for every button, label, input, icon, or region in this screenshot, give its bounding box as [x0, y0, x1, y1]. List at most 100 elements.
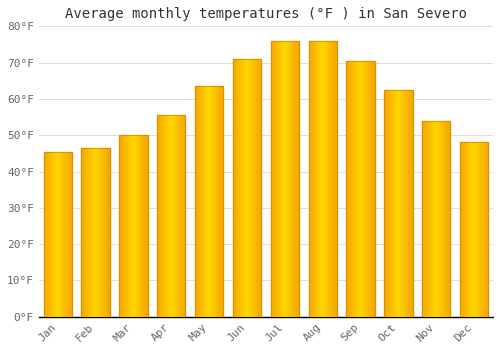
Bar	[406, 90, 407, 317]
Bar	[56, 152, 58, 317]
Bar	[257, 59, 258, 317]
Bar	[396, 90, 397, 317]
Bar	[360, 61, 362, 317]
Bar	[157, 115, 158, 317]
Bar	[372, 61, 374, 317]
Bar	[270, 41, 272, 317]
Bar	[332, 41, 334, 317]
Bar	[438, 121, 439, 317]
Bar	[102, 148, 104, 317]
Bar	[474, 142, 476, 317]
Bar	[370, 61, 372, 317]
Bar	[368, 61, 369, 317]
Bar	[434, 121, 435, 317]
Bar	[290, 41, 292, 317]
Bar	[108, 148, 110, 317]
Bar	[140, 135, 142, 317]
Bar	[272, 41, 274, 317]
Bar	[132, 135, 134, 317]
Bar	[238, 59, 240, 317]
Bar	[407, 90, 408, 317]
Bar	[65, 152, 66, 317]
Bar	[348, 61, 349, 317]
Bar	[468, 142, 470, 317]
Bar	[275, 41, 276, 317]
Bar	[87, 148, 88, 317]
Bar	[46, 152, 48, 317]
Bar	[436, 121, 438, 317]
Bar	[358, 61, 359, 317]
Bar	[384, 90, 412, 317]
Bar	[134, 135, 135, 317]
Bar	[106, 148, 107, 317]
Bar	[54, 152, 55, 317]
Bar	[216, 86, 218, 317]
Bar	[62, 152, 64, 317]
Bar	[58, 152, 59, 317]
Bar	[248, 59, 250, 317]
Bar	[312, 41, 313, 317]
Bar	[466, 142, 467, 317]
Bar	[460, 142, 462, 317]
Bar	[92, 148, 94, 317]
Bar	[128, 135, 129, 317]
Bar	[145, 135, 146, 317]
Bar	[425, 121, 426, 317]
Bar	[313, 41, 314, 317]
Bar	[288, 41, 289, 317]
Bar	[136, 135, 138, 317]
Bar	[208, 86, 209, 317]
Bar	[480, 142, 481, 317]
Bar	[435, 121, 436, 317]
Bar	[55, 152, 56, 317]
Bar	[442, 121, 444, 317]
Bar	[408, 90, 410, 317]
Bar	[252, 59, 254, 317]
Bar	[86, 148, 87, 317]
Bar	[181, 115, 182, 317]
Bar	[289, 41, 290, 317]
Bar	[130, 135, 132, 317]
Bar	[163, 115, 164, 317]
Bar	[428, 121, 429, 317]
Bar	[256, 59, 257, 317]
Bar	[258, 59, 260, 317]
Bar	[295, 41, 296, 317]
Bar	[317, 41, 318, 317]
Bar	[247, 59, 248, 317]
Bar	[472, 142, 474, 317]
Bar	[336, 41, 337, 317]
Bar	[82, 148, 110, 317]
Bar	[260, 59, 261, 317]
Bar	[202, 86, 203, 317]
Bar	[477, 142, 478, 317]
Bar	[330, 41, 331, 317]
Bar	[354, 61, 355, 317]
Bar	[430, 121, 432, 317]
Bar	[166, 115, 167, 317]
Bar	[139, 135, 140, 317]
Bar	[308, 41, 310, 317]
Bar	[308, 41, 337, 317]
Bar	[142, 135, 144, 317]
Bar	[398, 90, 400, 317]
Bar	[482, 142, 484, 317]
Bar	[426, 121, 428, 317]
Bar	[184, 115, 186, 317]
Bar	[464, 142, 466, 317]
Bar	[125, 135, 126, 317]
Bar	[294, 41, 295, 317]
Title: Average monthly temperatures (°F ) in San Severo: Average monthly temperatures (°F ) in Sa…	[65, 7, 467, 21]
Bar	[486, 142, 487, 317]
Bar	[444, 121, 445, 317]
Bar	[432, 121, 434, 317]
Bar	[478, 142, 480, 317]
Bar	[215, 86, 216, 317]
Bar	[276, 41, 278, 317]
Bar	[94, 148, 96, 317]
Bar	[349, 61, 350, 317]
Bar	[168, 115, 170, 317]
Bar	[388, 90, 390, 317]
Bar	[220, 86, 222, 317]
Bar	[70, 152, 72, 317]
